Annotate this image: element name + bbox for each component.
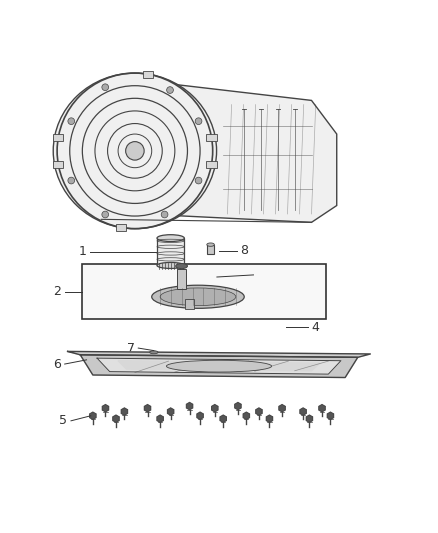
Polygon shape: [256, 408, 262, 415]
Polygon shape: [90, 412, 96, 419]
Ellipse shape: [150, 351, 158, 354]
Bar: [53, 161, 64, 168]
Circle shape: [161, 211, 168, 218]
Polygon shape: [114, 79, 337, 222]
Polygon shape: [67, 351, 371, 357]
Circle shape: [166, 87, 173, 93]
Circle shape: [195, 177, 202, 184]
Polygon shape: [187, 402, 193, 410]
Circle shape: [126, 142, 144, 160]
Text: 5: 5: [60, 414, 67, 427]
Polygon shape: [145, 405, 151, 412]
Bar: [185, 299, 194, 309]
Ellipse shape: [207, 243, 214, 246]
Bar: [157, 238, 184, 265]
Ellipse shape: [176, 263, 187, 269]
Polygon shape: [243, 412, 249, 419]
Polygon shape: [327, 412, 333, 419]
Polygon shape: [197, 412, 203, 419]
Polygon shape: [157, 415, 163, 422]
Text: 3: 3: [257, 269, 265, 281]
Ellipse shape: [53, 73, 216, 229]
Polygon shape: [306, 415, 312, 422]
Text: 8: 8: [240, 244, 248, 257]
Text: 1: 1: [78, 245, 86, 259]
Circle shape: [68, 118, 74, 125]
Ellipse shape: [157, 262, 184, 269]
Text: 4: 4: [312, 321, 320, 334]
Circle shape: [68, 177, 74, 184]
Polygon shape: [121, 408, 127, 415]
Polygon shape: [118, 361, 320, 371]
Polygon shape: [319, 405, 325, 412]
Polygon shape: [266, 415, 272, 422]
Bar: [177, 269, 186, 289]
Text: 7: 7: [127, 342, 135, 354]
Polygon shape: [80, 355, 358, 377]
Ellipse shape: [166, 360, 272, 372]
Bar: [117, 224, 127, 231]
Polygon shape: [235, 402, 241, 410]
Polygon shape: [212, 405, 218, 412]
Text: 2: 2: [53, 285, 61, 298]
Circle shape: [195, 118, 202, 125]
Polygon shape: [97, 358, 341, 374]
Circle shape: [102, 84, 109, 91]
Bar: [206, 161, 216, 168]
Polygon shape: [102, 405, 109, 412]
Polygon shape: [279, 405, 285, 412]
Ellipse shape: [160, 288, 236, 305]
Ellipse shape: [157, 235, 184, 241]
Polygon shape: [168, 408, 174, 415]
Ellipse shape: [152, 285, 244, 308]
Circle shape: [102, 211, 109, 218]
Bar: [206, 134, 216, 141]
Bar: [207, 245, 214, 254]
Polygon shape: [113, 415, 119, 422]
Polygon shape: [300, 408, 306, 415]
Polygon shape: [220, 415, 226, 422]
Bar: [82, 264, 326, 319]
Text: 6: 6: [53, 358, 61, 370]
Bar: [143, 71, 153, 78]
Bar: [53, 134, 64, 141]
